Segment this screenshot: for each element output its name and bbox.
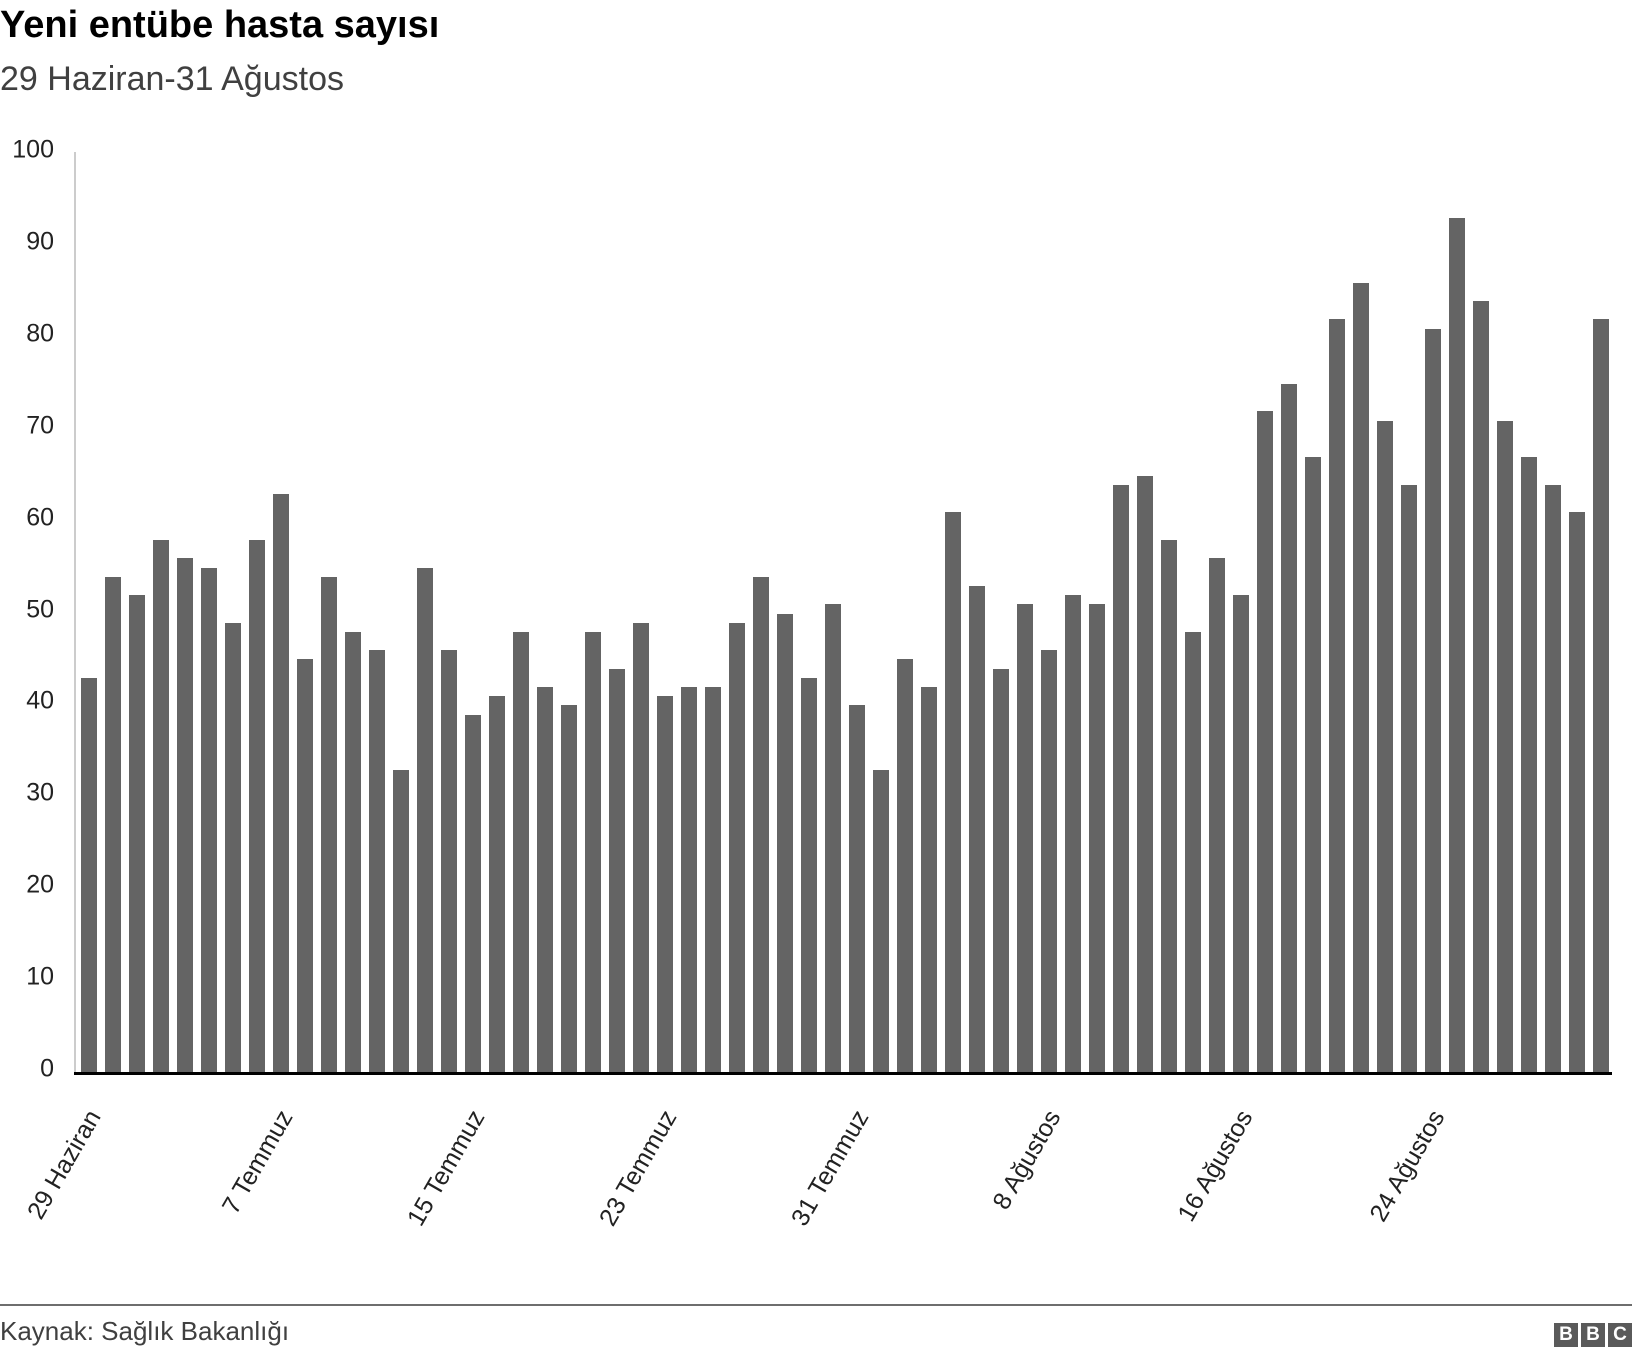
bar bbox=[393, 769, 409, 1073]
bar bbox=[1281, 383, 1297, 1073]
x-tick-label: 16 Ağustos bbox=[1172, 1105, 1259, 1227]
bar bbox=[945, 512, 961, 1073]
bar bbox=[849, 705, 865, 1073]
x-tick-label: 15 Temmuz bbox=[401, 1105, 491, 1231]
bar bbox=[1593, 319, 1609, 1073]
x-tick-label: 29 Haziran bbox=[21, 1105, 107, 1224]
bar bbox=[1017, 604, 1033, 1073]
bar bbox=[1521, 457, 1537, 1073]
bar bbox=[705, 687, 721, 1073]
bar bbox=[1041, 650, 1057, 1073]
bar bbox=[1209, 558, 1225, 1073]
x-tick-label: 8 Ağustos bbox=[987, 1105, 1067, 1215]
bar bbox=[753, 576, 769, 1073]
x-axis-baseline bbox=[74, 1072, 1612, 1075]
bar bbox=[873, 769, 889, 1073]
chart-subtitle: 29 Haziran-31 Ağustos bbox=[0, 60, 344, 98]
bar bbox=[513, 631, 529, 1073]
bar bbox=[129, 595, 145, 1073]
bar bbox=[489, 696, 505, 1073]
bar bbox=[1089, 604, 1105, 1073]
x-tick-label: 7 Temmuz bbox=[216, 1105, 299, 1219]
bar bbox=[1233, 595, 1249, 1073]
bar bbox=[153, 539, 169, 1073]
bar bbox=[1137, 475, 1153, 1073]
bar bbox=[777, 613, 793, 1073]
y-tick-label: 50 bbox=[26, 595, 54, 623]
x-tick-label: 23 Temmuz bbox=[593, 1105, 683, 1231]
bar bbox=[1065, 595, 1081, 1073]
bar bbox=[81, 677, 97, 1073]
y-tick-label: 0 bbox=[40, 1054, 54, 1083]
bar bbox=[561, 705, 577, 1073]
bar bbox=[1257, 411, 1273, 1073]
y-tick-label: 60 bbox=[26, 503, 54, 532]
bar bbox=[105, 576, 121, 1073]
y-tick-label: 80 bbox=[26, 319, 54, 348]
bar bbox=[969, 585, 985, 1073]
bbc-logo: B B C bbox=[1554, 1323, 1632, 1347]
logo-letter: B bbox=[1554, 1323, 1578, 1347]
bar bbox=[1377, 420, 1393, 1073]
bar bbox=[417, 567, 433, 1073]
bar bbox=[1305, 457, 1321, 1073]
bar bbox=[201, 567, 217, 1073]
bar bbox=[1353, 282, 1369, 1073]
y-tick-label: 100 bbox=[12, 135, 54, 164]
y-tick-label: 20 bbox=[26, 870, 54, 899]
bar bbox=[921, 687, 937, 1073]
bar bbox=[1185, 631, 1201, 1073]
bar bbox=[1329, 319, 1345, 1073]
bar bbox=[441, 650, 457, 1073]
bar bbox=[1161, 539, 1177, 1073]
bar bbox=[729, 622, 745, 1073]
bar bbox=[681, 687, 697, 1073]
bar bbox=[1497, 420, 1513, 1073]
bar bbox=[1401, 484, 1417, 1073]
y-tick-label: 40 bbox=[26, 686, 54, 715]
y-tick-label: 70 bbox=[26, 411, 54, 440]
bar bbox=[1545, 484, 1561, 1073]
y-tick-label: 90 bbox=[26, 227, 54, 256]
bar bbox=[825, 604, 841, 1073]
bar bbox=[657, 696, 673, 1073]
y-tick-label: 10 bbox=[26, 962, 54, 991]
y-tick-label: 30 bbox=[26, 778, 54, 807]
bar bbox=[1473, 301, 1489, 1073]
bar bbox=[1425, 328, 1441, 1073]
logo-letter: C bbox=[1608, 1323, 1632, 1347]
bar bbox=[1113, 484, 1129, 1073]
x-tick-label: 31 Temmuz bbox=[785, 1105, 875, 1231]
bar-chart: 0 10 20 30 40 50 60 70 80 90 100 29 Haziran 7 Temmu… bbox=[12, 135, 1612, 1231]
bar bbox=[297, 659, 313, 1073]
bar bbox=[537, 687, 553, 1073]
bar bbox=[249, 539, 265, 1073]
bar bbox=[345, 631, 361, 1073]
bar bbox=[273, 494, 289, 1073]
chart-title: Yeni entübe hasta sayısı bbox=[0, 4, 440, 46]
bar bbox=[585, 631, 601, 1073]
bar bbox=[1449, 218, 1465, 1073]
source-note: Kaynak: Sağlık Bakanlığı bbox=[0, 1316, 290, 1346]
bar bbox=[633, 622, 649, 1073]
bar bbox=[897, 659, 913, 1073]
bar bbox=[801, 677, 817, 1073]
bar bbox=[369, 650, 385, 1073]
y-axis-line bbox=[74, 152, 76, 1073]
bar bbox=[1569, 512, 1585, 1073]
x-tick-label: 24 Ağustos bbox=[1364, 1105, 1451, 1227]
footer-divider bbox=[0, 1304, 1632, 1306]
bar bbox=[609, 668, 625, 1073]
logo-letter: B bbox=[1581, 1323, 1605, 1347]
bar bbox=[225, 622, 241, 1073]
bar bbox=[321, 576, 337, 1073]
bar bbox=[465, 714, 481, 1073]
bar bbox=[993, 668, 1009, 1073]
bar bbox=[177, 558, 193, 1073]
